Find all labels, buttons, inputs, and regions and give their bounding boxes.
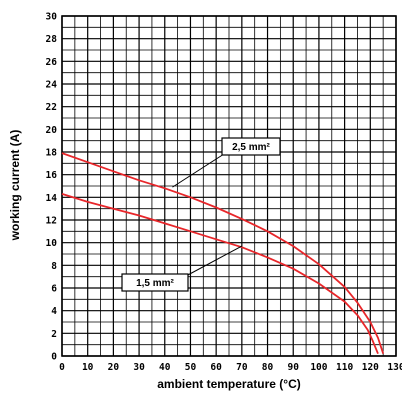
leader-line — [172, 153, 225, 188]
x-tick-label: 70 — [236, 362, 248, 373]
y-tick-label: 10 — [46, 238, 58, 249]
y-tick-label: 20 — [46, 125, 58, 136]
series-label: 1,5 mm² — [136, 278, 174, 289]
y-tick-label: 8 — [51, 261, 57, 272]
x-tick-label: 80 — [262, 362, 274, 373]
x-tick-label: 130 — [387, 362, 402, 373]
series-line-0 — [61, 152, 385, 354]
grid — [61, 15, 397, 357]
series-label-box — [221, 137, 281, 156]
plot-frame — [61, 15, 397, 357]
x-tick-label: 30 — [133, 362, 145, 373]
y-tick-label: 0 — [51, 352, 57, 363]
series-lines — [61, 152, 385, 355]
x-axis-label: ambient temperature (°C) — [157, 377, 301, 391]
y-tick-label: 4 — [51, 306, 57, 317]
y-tick-label: 30 — [46, 12, 58, 23]
y-tick-label: 16 — [46, 170, 58, 181]
series-label: 2,5 mm² — [232, 142, 270, 153]
series-labels: 2,5 mm² 1,5 mm² — [121, 137, 281, 292]
x-tick-label: 50 — [185, 362, 197, 373]
x-tick-label: 120 — [362, 362, 379, 373]
x-tick-label: 100 — [310, 362, 327, 373]
y-tick-label: 18 — [46, 148, 58, 159]
x-tick-label: 0 — [59, 362, 65, 373]
y-tick-label: 14 — [46, 193, 58, 204]
x-tick-label: 40 — [159, 362, 171, 373]
x-tick-labels: 0 10 20 30 40 50 60 70 80 90 100 110 120 130 — [59, 362, 402, 373]
leader-line — [185, 245, 243, 277]
y-tick-label: 12 — [46, 216, 57, 227]
x-tick-label: 10 — [82, 362, 94, 373]
series-label-box — [121, 273, 189, 292]
x-tick-label: 20 — [108, 362, 120, 373]
y-axis-label: working current (A) — [8, 130, 22, 242]
y-tick-label: 28 — [46, 34, 58, 45]
x-tick-label: 60 — [210, 362, 222, 373]
x-tick-label: 90 — [288, 362, 300, 373]
y-tick-label: 2 — [51, 329, 57, 340]
y-tick-label: 6 — [51, 284, 57, 295]
x-tick-label: 110 — [336, 362, 353, 373]
y-tick-label: 22 — [46, 102, 57, 113]
series-line-1 — [61, 193, 379, 355]
y-tick-label: 24 — [46, 80, 58, 91]
y-tick-label: 26 — [46, 57, 58, 68]
